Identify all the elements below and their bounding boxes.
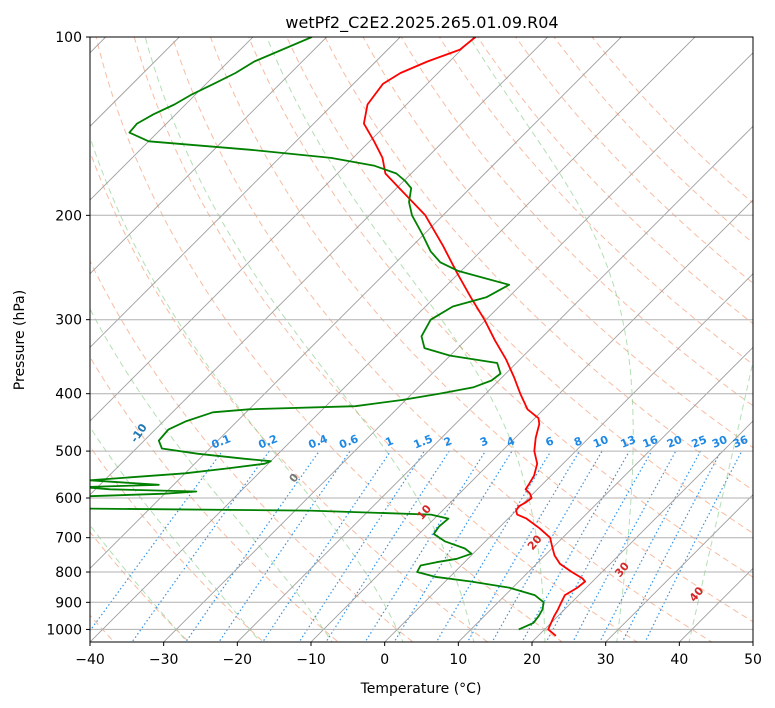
y-axis-title: Pressure (hPa) xyxy=(12,290,28,390)
moist-adiabat xyxy=(144,37,475,642)
chart-title: wetPf2_C2E2.2025.265.01.09.R04 xyxy=(285,13,558,33)
isotherm-line xyxy=(90,37,254,201)
dry-adiabat xyxy=(248,37,753,578)
plot-frame xyxy=(89,36,754,643)
moist-adiabat xyxy=(266,37,546,642)
moist-adiabat xyxy=(90,426,261,642)
mixing-ratio-label: 16 xyxy=(641,433,660,451)
dry-adiabat xyxy=(90,356,340,642)
axis-ticks: −40 −30 −20 −10 0 10 20 30 40 50 100 200 300 400 500 60… xyxy=(46,30,762,668)
dry-adiabat xyxy=(90,531,190,642)
grid-lines xyxy=(90,37,753,642)
isotherm-line xyxy=(531,420,753,642)
isotherm-line xyxy=(90,37,475,422)
dry-adiabat xyxy=(95,37,564,642)
moist-adiabat xyxy=(90,135,404,642)
isotherm-line xyxy=(384,273,753,642)
dry-adiabat xyxy=(133,37,638,642)
dry-adiabat xyxy=(209,37,753,623)
y-tick-label: 500 xyxy=(55,444,82,460)
x-tick-label: −20 xyxy=(223,652,253,668)
x-tick-label: 30 xyxy=(597,652,615,668)
y-tick-label: 600 xyxy=(55,491,82,507)
moist-adiabat xyxy=(469,37,634,642)
x-tick-label: −40 xyxy=(75,652,105,668)
isotherm-line xyxy=(90,37,401,348)
mixing-ratio-label: 20 xyxy=(665,433,684,451)
dry-adiabat xyxy=(477,37,753,325)
isotherm-line xyxy=(605,494,753,642)
isotherm-line xyxy=(90,37,622,570)
temperature-profile-line xyxy=(363,37,586,637)
mixing-ratio-label: 36 xyxy=(731,433,750,451)
isotherm-line xyxy=(163,52,753,642)
y-tick-label: 700 xyxy=(55,531,82,547)
dewpoint-profile-line xyxy=(90,37,545,631)
x-axis-title: Temperature (°C) xyxy=(360,681,482,697)
dry-adiabat xyxy=(438,37,753,366)
x-tick-label: 40 xyxy=(670,652,688,668)
isotherm-line xyxy=(310,199,753,642)
y-tick-label: 200 xyxy=(55,208,82,224)
x-tick-label: 50 xyxy=(744,652,762,668)
mixing-ratio-label: 30 xyxy=(710,433,729,451)
isotherm-line xyxy=(90,37,549,496)
dry-adiabat xyxy=(286,37,753,534)
x-tick-label: 20 xyxy=(523,652,541,668)
x-tick-label: −30 xyxy=(149,652,179,668)
y-tick-label: 300 xyxy=(55,313,82,329)
dry-adiabat xyxy=(90,445,265,642)
y-tick-label: 900 xyxy=(55,595,82,611)
y-tick-label: 100 xyxy=(55,30,82,46)
x-tick-label: −10 xyxy=(296,652,326,668)
y-tick-label: 1000 xyxy=(46,622,82,638)
x-tick-label: 0 xyxy=(380,652,389,668)
moist-adiabat xyxy=(90,524,188,642)
isotherm-line xyxy=(90,37,328,275)
isotherm-line xyxy=(457,346,753,642)
mixing-ratio-label: 3 xyxy=(478,434,490,449)
mixing-ratio-label: 1 xyxy=(383,434,395,449)
dry-adiabat xyxy=(400,37,753,407)
mixing-ratio-label: 2 xyxy=(442,434,454,449)
mixing-ratio-label: 8 xyxy=(572,434,584,449)
dry-adiabat xyxy=(90,259,414,642)
mixing-ratio-label: 10 xyxy=(591,433,610,451)
dry-adiabat xyxy=(171,37,713,642)
isotherm-line xyxy=(236,125,753,642)
y-tick-label: 400 xyxy=(55,387,82,403)
y-tick-label: 800 xyxy=(55,565,82,581)
x-tick-label: 10 xyxy=(449,652,467,668)
profile-lines xyxy=(90,37,586,637)
isotherm-line xyxy=(90,37,696,642)
mixing-ratio-label: 25 xyxy=(690,433,709,451)
mixing-ratio-label: 13 xyxy=(619,433,638,451)
